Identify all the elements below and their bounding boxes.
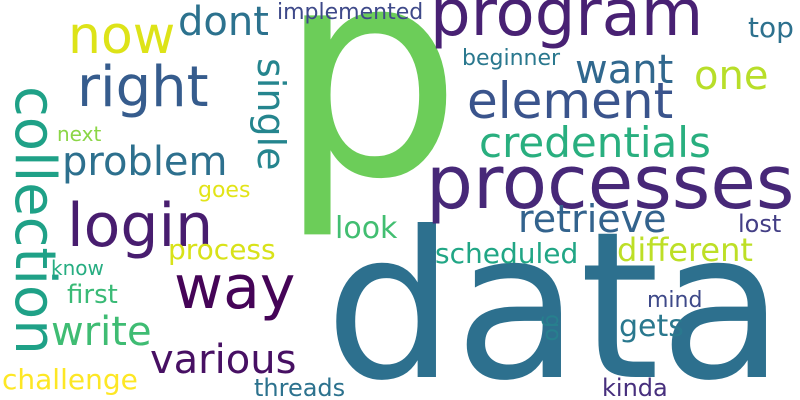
word-right: right [77, 55, 209, 120]
word-process: process [168, 233, 276, 266]
word-element: element [467, 72, 674, 130]
word-lost: lost [738, 210, 782, 238]
word-program: program [430, 0, 704, 51]
word-retrieve: retrieve [518, 197, 667, 241]
word-beginner: beginner [462, 46, 561, 71]
word-various: various [150, 337, 297, 383]
word-first: first [67, 280, 118, 310]
word-threads: threads [254, 374, 346, 400]
word-next: next [57, 122, 102, 146]
word-now: now [68, 6, 176, 66]
word-kinda: kinda [602, 374, 668, 400]
word-look: look [335, 211, 398, 246]
word-problem: problem [62, 139, 228, 185]
word-know: know [51, 256, 104, 280]
word-mind: mind [647, 288, 703, 313]
word-processes: processes [426, 140, 795, 226]
word-data: data [325, 189, 785, 400]
word-challenge: challenge [2, 363, 138, 396]
word-p: p [278, 0, 463, 243]
word-one: one [694, 53, 769, 99]
word-top: top [748, 11, 794, 44]
word-goes: goes [198, 178, 251, 203]
word-way: way [174, 253, 296, 323]
word-scheduled: scheduled [435, 237, 579, 270]
word-go: go [540, 314, 565, 342]
word-login: login [67, 191, 214, 261]
word-credentials: credentials [479, 118, 711, 167]
word-dont: dont [178, 0, 269, 45]
word-write: write [51, 309, 152, 355]
word-implemented: implemented [277, 0, 424, 25]
word-different: different [617, 231, 753, 269]
word-want: want [575, 47, 674, 93]
word-single: single [249, 58, 293, 171]
word-gets: gets [619, 309, 684, 344]
